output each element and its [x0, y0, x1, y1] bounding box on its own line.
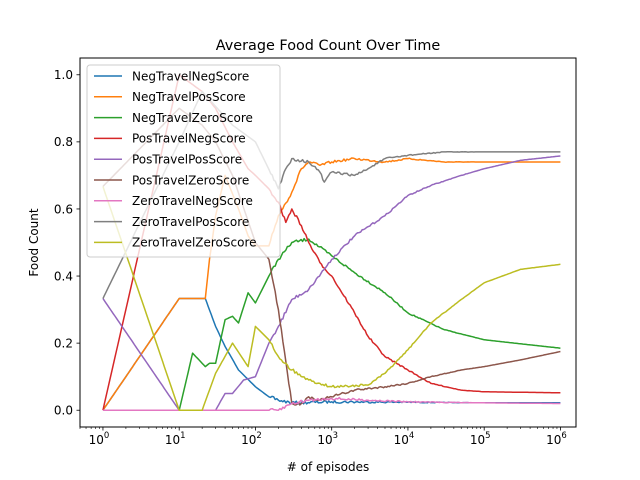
legend-label: PosTravelNegScore — [132, 132, 246, 146]
chart-title: Average Food Count Over Time — [216, 38, 441, 54]
series-line-NegTravelZeroScore — [103, 237, 561, 411]
y-axis-label: Food Count — [27, 208, 41, 277]
legend-label: NegTravelZeroScore — [132, 111, 253, 125]
legend: NegTravelNegScore NegTravelPosScore NegTra… — [86, 64, 281, 258]
legend-label: ZeroTravelPosScore — [132, 215, 249, 229]
x-axis-label: # of episodes — [287, 460, 369, 474]
legend-label: PosTravelPosScore — [132, 153, 242, 167]
legend-label: PosTravelZeroScore — [132, 173, 249, 187]
x-tick-label: 102 — [241, 431, 262, 447]
x-tick-label: 100 — [89, 431, 110, 447]
series-line-ZeroTravelZeroScore — [102, 186, 561, 411]
legend-box — [86, 64, 281, 258]
x-axis: 100 101 102 103 104 105 106 — [79, 427, 567, 447]
x-tick-label: 104 — [394, 431, 415, 447]
legend-label: NegTravelPosScore — [132, 90, 246, 104]
series-line-NegTravelNegScore — [102, 297, 561, 411]
y-tick-label: 1.0 — [54, 68, 73, 82]
x-tick-label: 106 — [546, 431, 567, 447]
legend-label: NegTravelNegScore — [132, 69, 249, 83]
x-tick-label: 103 — [317, 431, 338, 447]
y-tick-label: 0.8 — [54, 135, 73, 149]
series-line-NegTravelPosScore — [102, 157, 561, 411]
y-tick-label: 0.4 — [54, 269, 73, 283]
y-tick-label: 0.6 — [54, 202, 73, 216]
legend-label: ZeroTravelNegScore — [132, 194, 253, 208]
y-axis: 0.0 0.2 0.4 0.6 0.8 1.0 — [54, 68, 80, 418]
y-tick-label: 0.2 — [54, 336, 73, 350]
x-tick-label: 105 — [470, 431, 491, 447]
y-tick-label: 0.0 — [54, 404, 73, 418]
legend-label: ZeroTravelZeroScore — [132, 236, 257, 250]
x-tick-label: 101 — [165, 431, 186, 447]
